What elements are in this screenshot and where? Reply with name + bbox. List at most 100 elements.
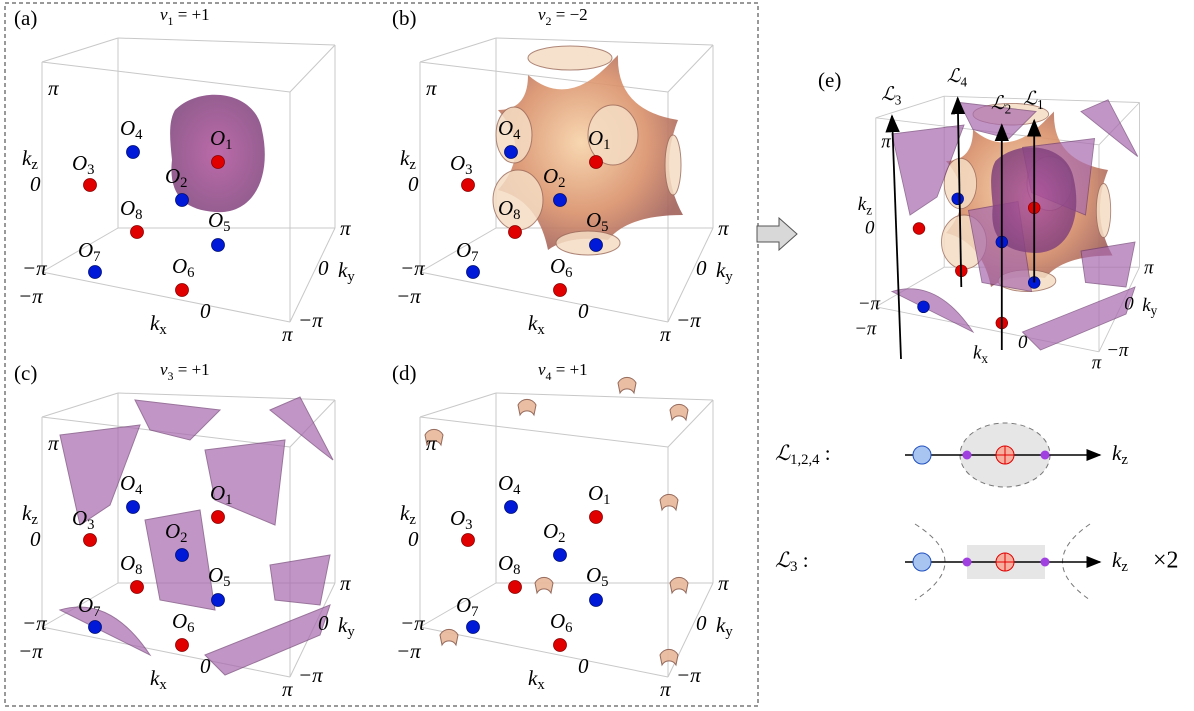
- x-tick-label: π: [660, 322, 671, 346]
- ky-label: ky: [716, 613, 733, 641]
- point-label-base: O: [120, 196, 135, 220]
- kx-label-base: k: [528, 666, 538, 690]
- panel: (b) ν2 = −2kzπ0−π−π0πkxπ0−πkyO1O2O3O4O5O6…: [392, 5, 733, 346]
- cube-edge: [117, 37, 336, 46]
- surface-hole: [587, 104, 639, 166]
- surface: [439, 628, 459, 647]
- panel: (a) ν1 = +1kzπ0−π−π0πkxπ0−πkyO1O2O3O4O5O6…: [14, 5, 355, 346]
- point-label: O5: [586, 563, 609, 591]
- x-tick-label: −π: [396, 639, 421, 663]
- panel-title-base: ν: [538, 360, 546, 379]
- panel-title: ν3 = +1: [160, 360, 210, 383]
- legend-name-sub: 1,2,4: [790, 452, 820, 468]
- point-label-sub: 1: [225, 137, 232, 153]
- z-tick-label: 0: [408, 172, 419, 196]
- surface: [1021, 286, 1136, 351]
- y-tick-label: π: [718, 216, 729, 240]
- z-tick-label: 0: [30, 527, 41, 551]
- point-label-sub: 6: [187, 620, 194, 636]
- cube-edge: [667, 399, 714, 448]
- line-label-base: ℒ: [947, 67, 961, 88]
- point: [553, 638, 567, 652]
- y-tick-label: −π: [676, 663, 701, 687]
- point-label-sub: 5: [223, 219, 230, 235]
- x-tick-label: −π: [18, 284, 43, 308]
- surface: [269, 396, 334, 461]
- panel-title-rest: = +1: [174, 5, 210, 24]
- line-label-sub: 1: [1037, 97, 1044, 112]
- point-label-base: O: [78, 593, 93, 617]
- point-label-base: O: [208, 563, 223, 587]
- ky-label-sub: y: [347, 269, 355, 285]
- kz-label-base: k: [22, 146, 32, 170]
- panel-title: ν4 = +1: [538, 360, 588, 383]
- kx-label-base: k: [150, 666, 160, 690]
- kz-label: kz: [400, 501, 416, 529]
- point-label-base: O: [586, 563, 601, 587]
- point: [504, 500, 518, 514]
- point-label: O6: [550, 254, 573, 282]
- point-label: O3: [450, 506, 473, 534]
- kx-label-sub: x: [159, 322, 167, 338]
- point-label-sub: 8: [135, 562, 142, 578]
- kz-label: kz: [22, 146, 38, 174]
- point: [466, 265, 480, 279]
- surface-hole: [527, 45, 613, 71]
- kx-label: kx: [150, 666, 167, 694]
- point-label-base: O: [550, 609, 565, 633]
- point-label-base: O: [165, 519, 180, 543]
- z-tick-label: π: [881, 131, 891, 152]
- kx-label: kx: [150, 311, 167, 339]
- point-label: O8: [498, 551, 521, 579]
- point-label-base: O: [450, 506, 465, 530]
- point-label-base: O: [543, 164, 558, 188]
- x-tick-label: 0: [578, 654, 589, 678]
- surface: [890, 288, 975, 334]
- point-label-sub: 2: [558, 175, 565, 191]
- x-tick-label: 0: [200, 654, 211, 678]
- point-label: O6: [172, 254, 195, 282]
- point-label: O6: [172, 609, 195, 637]
- point-label-base: O: [498, 196, 513, 220]
- point-label: O8: [120, 196, 143, 224]
- point-label-sub: 8: [513, 207, 520, 223]
- point-label: O1: [588, 126, 611, 154]
- panel-title-sub: 4: [546, 369, 552, 383]
- ky-label-base: k: [716, 613, 726, 637]
- y-tick-label: π: [340, 216, 351, 240]
- kz-label-base: k: [858, 194, 867, 215]
- line-path: [950, 96, 966, 288]
- z-tick-label: π: [426, 431, 437, 455]
- cube-edge: [419, 227, 497, 273]
- point-label: O3: [72, 506, 95, 534]
- x-tick-label: π: [660, 677, 671, 701]
- point-label: O5: [208, 208, 231, 236]
- x-tick-label: −π: [18, 639, 43, 663]
- line-label-sub: 4: [961, 75, 968, 90]
- point-label: O5: [208, 563, 231, 591]
- z-tick-label: −π: [858, 293, 881, 314]
- cube-edge: [289, 227, 336, 323]
- point-label-sub: 4: [513, 127, 521, 143]
- point-label-base: O: [165, 164, 180, 188]
- point-label-sub: 3: [87, 517, 94, 533]
- point: [175, 638, 189, 652]
- point-label-sub: 6: [565, 265, 572, 281]
- ky-label: ky: [716, 258, 733, 286]
- point: [461, 178, 475, 192]
- z-tick-label: π: [426, 76, 437, 100]
- cube-edge: [41, 37, 119, 63]
- z-tick-label: −π: [400, 256, 425, 280]
- kz-label-sub: z: [409, 157, 416, 173]
- kz-label-base: k: [22, 501, 32, 525]
- point-label-base: O: [78, 238, 93, 262]
- point-label-base: O: [72, 506, 87, 530]
- cube-edge: [419, 61, 669, 93]
- point: [83, 533, 97, 547]
- surface-hole: [664, 134, 682, 196]
- point: [589, 155, 603, 169]
- ky-label-sub: y: [725, 624, 733, 640]
- point: [508, 580, 522, 594]
- z-tick-label: −π: [400, 611, 425, 635]
- point: [211, 593, 225, 607]
